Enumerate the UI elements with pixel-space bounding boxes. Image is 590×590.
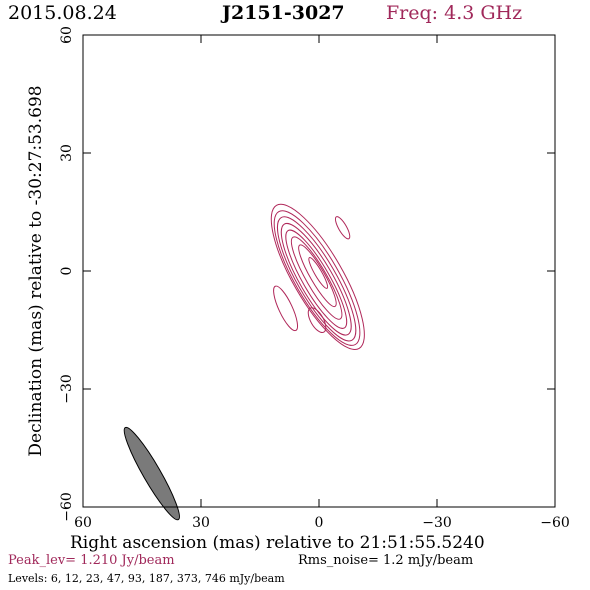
x-tick-label: −30 <box>422 515 452 531</box>
contour-level-23 <box>277 216 357 342</box>
contour-level-12 <box>273 210 361 346</box>
x-tick-label: 30 <box>192 515 210 531</box>
plot-frame <box>82 34 556 508</box>
contour-level-6 <box>270 203 365 350</box>
peak-level: Peak_lev= 1.210 Jy/beam <box>8 553 175 568</box>
source-name: J2151-3027 <box>222 2 345 24</box>
contour-component-1 <box>334 216 351 240</box>
y-tick-label: −60 <box>59 492 75 522</box>
beam-ellipse <box>123 426 180 521</box>
y-tick-label: 30 <box>59 144 75 162</box>
x-tick-label: 0 <box>315 515 324 531</box>
y-tick-label: −30 <box>59 374 75 404</box>
contour-level-93 <box>285 229 348 329</box>
contour-level-187 <box>290 236 343 320</box>
x-axis-label: Right ascension (mas) relative to 21:51:… <box>70 533 485 553</box>
contour-component-3 <box>307 307 327 333</box>
y-axis-label: Declination (mas) relative to -30:27:53.… <box>26 85 46 456</box>
contour-level-746 <box>308 257 329 289</box>
x-tick-label: 60 <box>74 515 92 531</box>
x-tick-label: −60 <box>540 515 570 531</box>
y-tick-label: 0 <box>59 267 75 276</box>
contour-level-373 <box>298 244 337 308</box>
contour-component-2 <box>273 285 299 332</box>
rms-noise: Rms_noise= 1.2 mJy/beam <box>298 553 474 568</box>
y-tick-label: 60 <box>59 26 75 44</box>
contour-levels: Levels: 6, 12, 23, 47, 93, 187, 373, 746… <box>8 572 285 585</box>
observation-date: 2015.08.24 <box>8 2 117 24</box>
frequency-label: Freq: 4.3 GHz <box>386 2 523 24</box>
contour-level-47 <box>280 222 352 336</box>
